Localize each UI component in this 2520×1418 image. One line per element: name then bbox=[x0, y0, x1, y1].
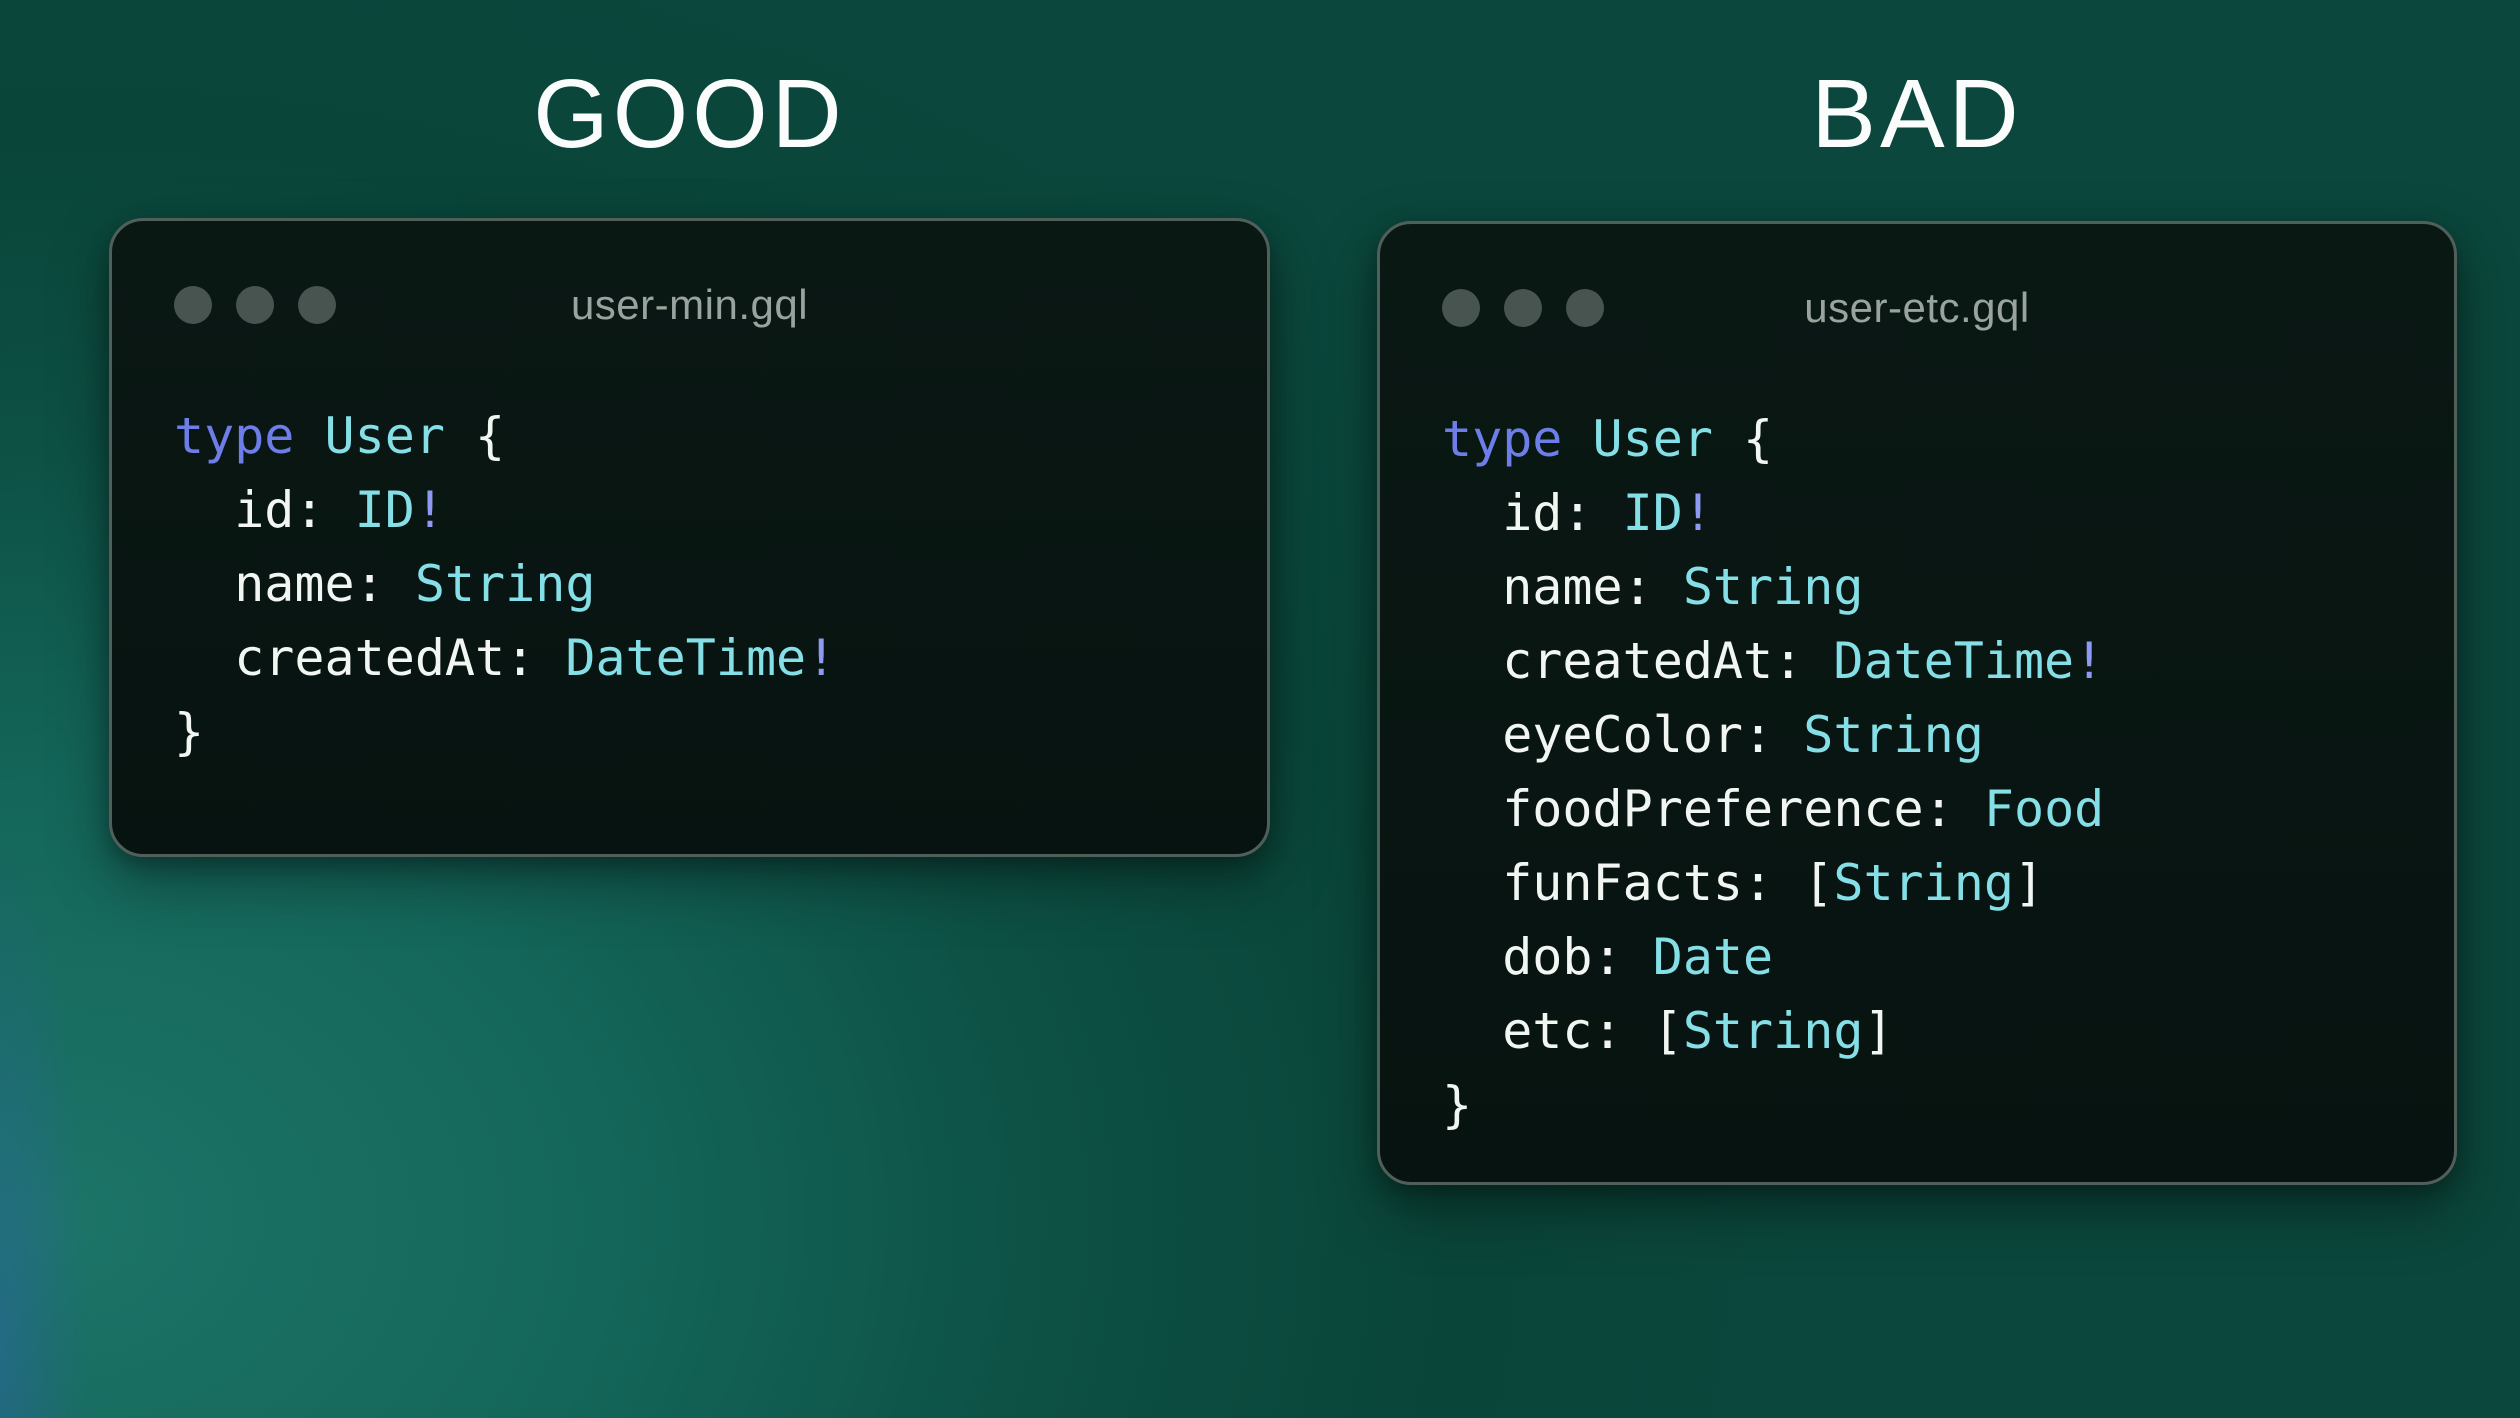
code-line: eyeColor: String bbox=[1442, 706, 1984, 764]
code-line: dob: Date bbox=[1442, 928, 1774, 986]
window-controls bbox=[112, 286, 336, 324]
window-titlebar: user-etc.gql bbox=[1380, 224, 2454, 392]
window-control-dot bbox=[1442, 289, 1480, 327]
window-control-dot bbox=[1504, 289, 1542, 327]
good-label: GOOD bbox=[533, 59, 846, 168]
code-line: } bbox=[174, 703, 205, 761]
code-window-good: user-min.gql type User { id: ID! name: S… bbox=[109, 218, 1270, 857]
window-titlebar: user-min.gql bbox=[112, 221, 1267, 389]
code-line: id: ID! bbox=[1442, 484, 1713, 542]
code-line: name: String bbox=[174, 555, 596, 613]
code-editor: type User { id: ID! name: String created… bbox=[112, 389, 1267, 769]
code-editor: type User { id: ID! name: String created… bbox=[1380, 392, 2454, 1142]
code-line: createdAt: DateTime! bbox=[174, 629, 837, 687]
bad-label: BAD bbox=[1811, 59, 2023, 168]
code-line: } bbox=[1442, 1076, 1473, 1134]
window-title: user-min.gql bbox=[570, 281, 809, 328]
window-title: user-etc.gql bbox=[1804, 284, 2030, 331]
code-line: name: String bbox=[1442, 558, 1864, 616]
code-line: createdAt: DateTime! bbox=[1442, 632, 2105, 690]
window-control-dot bbox=[298, 286, 336, 324]
code-line: etc: [String] bbox=[1442, 1002, 1894, 1060]
code-line: id: ID! bbox=[174, 481, 445, 539]
code-line: funFacts: [String] bbox=[1442, 854, 2045, 912]
code-window-bad: user-etc.gql type User { id: ID! name: S… bbox=[1377, 221, 2457, 1185]
window-control-dot bbox=[236, 286, 274, 324]
window-control-dot bbox=[174, 286, 212, 324]
code-line: type User { bbox=[1442, 410, 1774, 468]
window-controls bbox=[1380, 289, 1604, 327]
code-line: foodPreference: Food bbox=[1442, 780, 2105, 838]
code-line: type User { bbox=[174, 407, 506, 465]
window-control-dot bbox=[1566, 289, 1604, 327]
